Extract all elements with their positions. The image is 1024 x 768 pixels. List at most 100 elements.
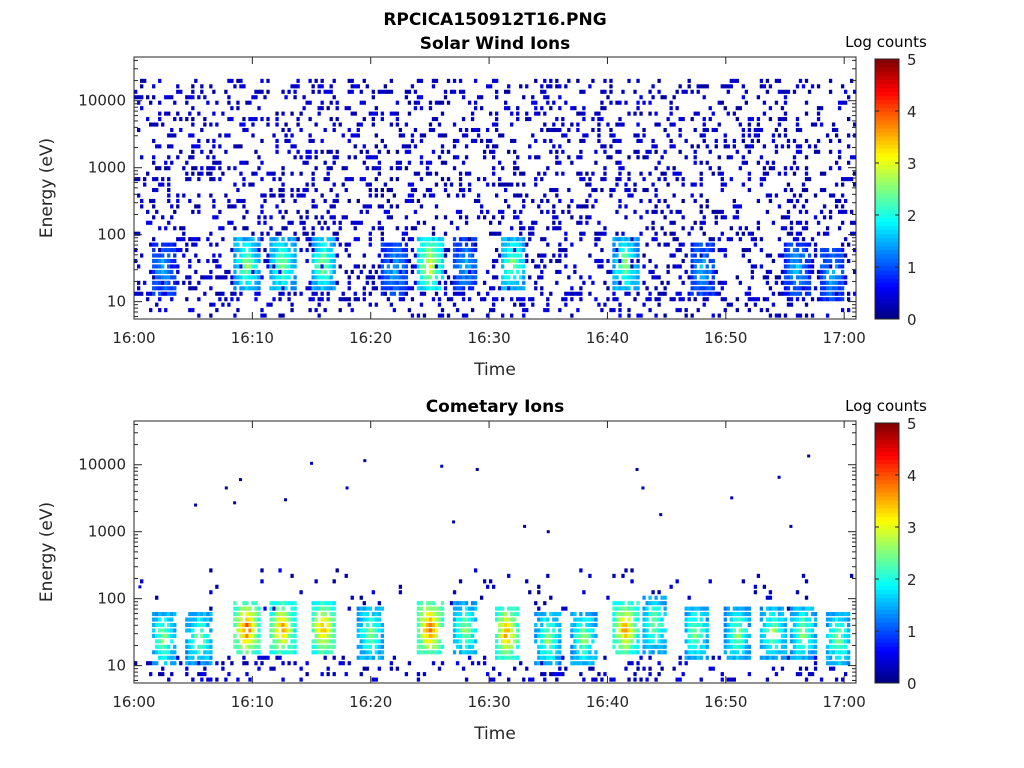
spectrogram-cell — [368, 275, 372, 280]
spectrogram-cell — [612, 601, 616, 606]
spectrogram-cell — [272, 601, 276, 606]
spectrogram-cell — [621, 258, 625, 264]
spectrogram-cell — [732, 650, 736, 655]
spectrogram-cell — [783, 242, 788, 247]
spectrogram-cell — [663, 198, 667, 204]
spectrogram-cell — [660, 628, 664, 633]
spectrogram-cell — [323, 198, 327, 204]
spectrogram-cell — [795, 220, 800, 225]
spectrogram-cell — [233, 166, 237, 171]
spectrogram-cell — [167, 286, 171, 291]
spectrogram-cell — [747, 177, 752, 182]
spectrogram-cell — [846, 133, 851, 138]
spectrogram-cell — [591, 617, 595, 622]
spectrogram-cell — [546, 100, 550, 105]
colorbar-swatch — [875, 103, 899, 109]
spectrogram-cell — [281, 127, 285, 133]
colorbar-swatch — [875, 111, 899, 117]
spectrogram-cell — [362, 117, 366, 122]
spectrogram-cell — [645, 622, 649, 628]
spectrogram-cell — [624, 215, 628, 220]
spectrogram-cell — [206, 237, 210, 242]
spectrogram-cell — [699, 633, 703, 638]
spectrogram-cell — [242, 633, 246, 638]
spectrogram-cell — [257, 612, 261, 617]
spectrogram-cell — [275, 242, 279, 247]
spectrogram-cell — [170, 639, 174, 644]
spectrogram-cell — [834, 644, 839, 649]
spectrogram-cell — [543, 78, 547, 83]
spectrogram-cell — [359, 209, 363, 214]
spectrogram-cell — [434, 606, 439, 611]
spectrogram-cell — [570, 661, 574, 666]
spectrogram-cell — [732, 144, 736, 149]
spectrogram-cell — [404, 166, 409, 171]
spectrogram-cell — [804, 264, 809, 269]
spectrogram-cell — [338, 122, 342, 127]
spectrogram-cell — [359, 628, 363, 633]
spectrogram-cell — [843, 644, 848, 649]
spectrogram-cell — [615, 177, 619, 182]
colorbar-swatch — [875, 294, 899, 300]
spectrogram-cell — [513, 138, 517, 143]
spectrogram-cell — [732, 612, 736, 617]
spectrogram-cell — [732, 111, 736, 116]
spectrogram-cell — [828, 258, 833, 264]
spectrogram-cell — [425, 606, 430, 611]
spectrogram-cell — [350, 308, 354, 313]
spectrogram-cell — [654, 286, 658, 291]
spectrogram-cell — [290, 220, 294, 225]
spectrogram-cell — [155, 617, 159, 622]
spectrogram-cell — [708, 269, 712, 274]
spectrogram-cell — [822, 275, 827, 280]
spectrogram-cell — [383, 144, 387, 149]
spectrogram-cell — [458, 253, 463, 258]
spectrogram-cell — [744, 160, 748, 165]
spectrogram-cell — [155, 269, 159, 274]
spectrogram-cell — [137, 127, 141, 133]
spectrogram-cell — [167, 612, 171, 617]
spectrogram-cell — [840, 286, 845, 291]
spectrogram-cell — [807, 253, 812, 258]
spectrogram-cell — [176, 248, 180, 253]
spectrogram-cell — [828, 209, 833, 214]
spectrogram-cell — [236, 237, 240, 242]
spectrogram-cell — [473, 628, 478, 633]
spectrogram-cell — [389, 78, 394, 83]
spectrogram-cell — [555, 644, 559, 649]
spectrogram-cell — [386, 280, 391, 285]
spectrogram-cell — [200, 677, 204, 682]
spectrogram-cell — [537, 644, 541, 649]
spectrogram-cell — [645, 644, 649, 649]
spectrogram-cell — [191, 95, 195, 100]
spectrogram-cell — [720, 280, 724, 285]
spectrogram-cell — [546, 95, 550, 100]
spectrogram-cell — [431, 78, 436, 83]
spectrogram-cell — [711, 127, 715, 133]
spectrogram-cell — [579, 204, 583, 209]
spectrogram-cell — [374, 269, 378, 274]
spectrogram-cell — [356, 633, 360, 638]
spectrogram-cell — [251, 275, 255, 280]
spectrogram-cell — [170, 286, 174, 291]
spectrogram-cell — [522, 242, 526, 247]
spectrogram-cell — [284, 242, 288, 247]
spectrogram-cell — [657, 617, 661, 622]
spectrogram-cell — [783, 644, 788, 649]
spectrogram-cell — [203, 644, 207, 649]
spectrogram-cell — [804, 612, 809, 617]
spectrogram-cell — [765, 160, 770, 165]
spectrogram-cell — [540, 622, 544, 628]
spectrogram-cell — [780, 269, 785, 274]
spectrogram-cell — [798, 193, 803, 198]
spectrogram-cell — [230, 117, 234, 122]
spectrogram-cell — [618, 650, 622, 655]
spectrogram-cell — [374, 155, 378, 160]
spectrogram-cell — [245, 226, 249, 231]
spectrogram-cell — [768, 606, 773, 611]
spectrogram-cell — [783, 264, 788, 269]
spectrogram-cell — [134, 661, 138, 666]
spectrogram-cell — [266, 655, 270, 660]
spectrogram-cell — [711, 313, 715, 318]
spectrogram-cell — [167, 280, 171, 285]
